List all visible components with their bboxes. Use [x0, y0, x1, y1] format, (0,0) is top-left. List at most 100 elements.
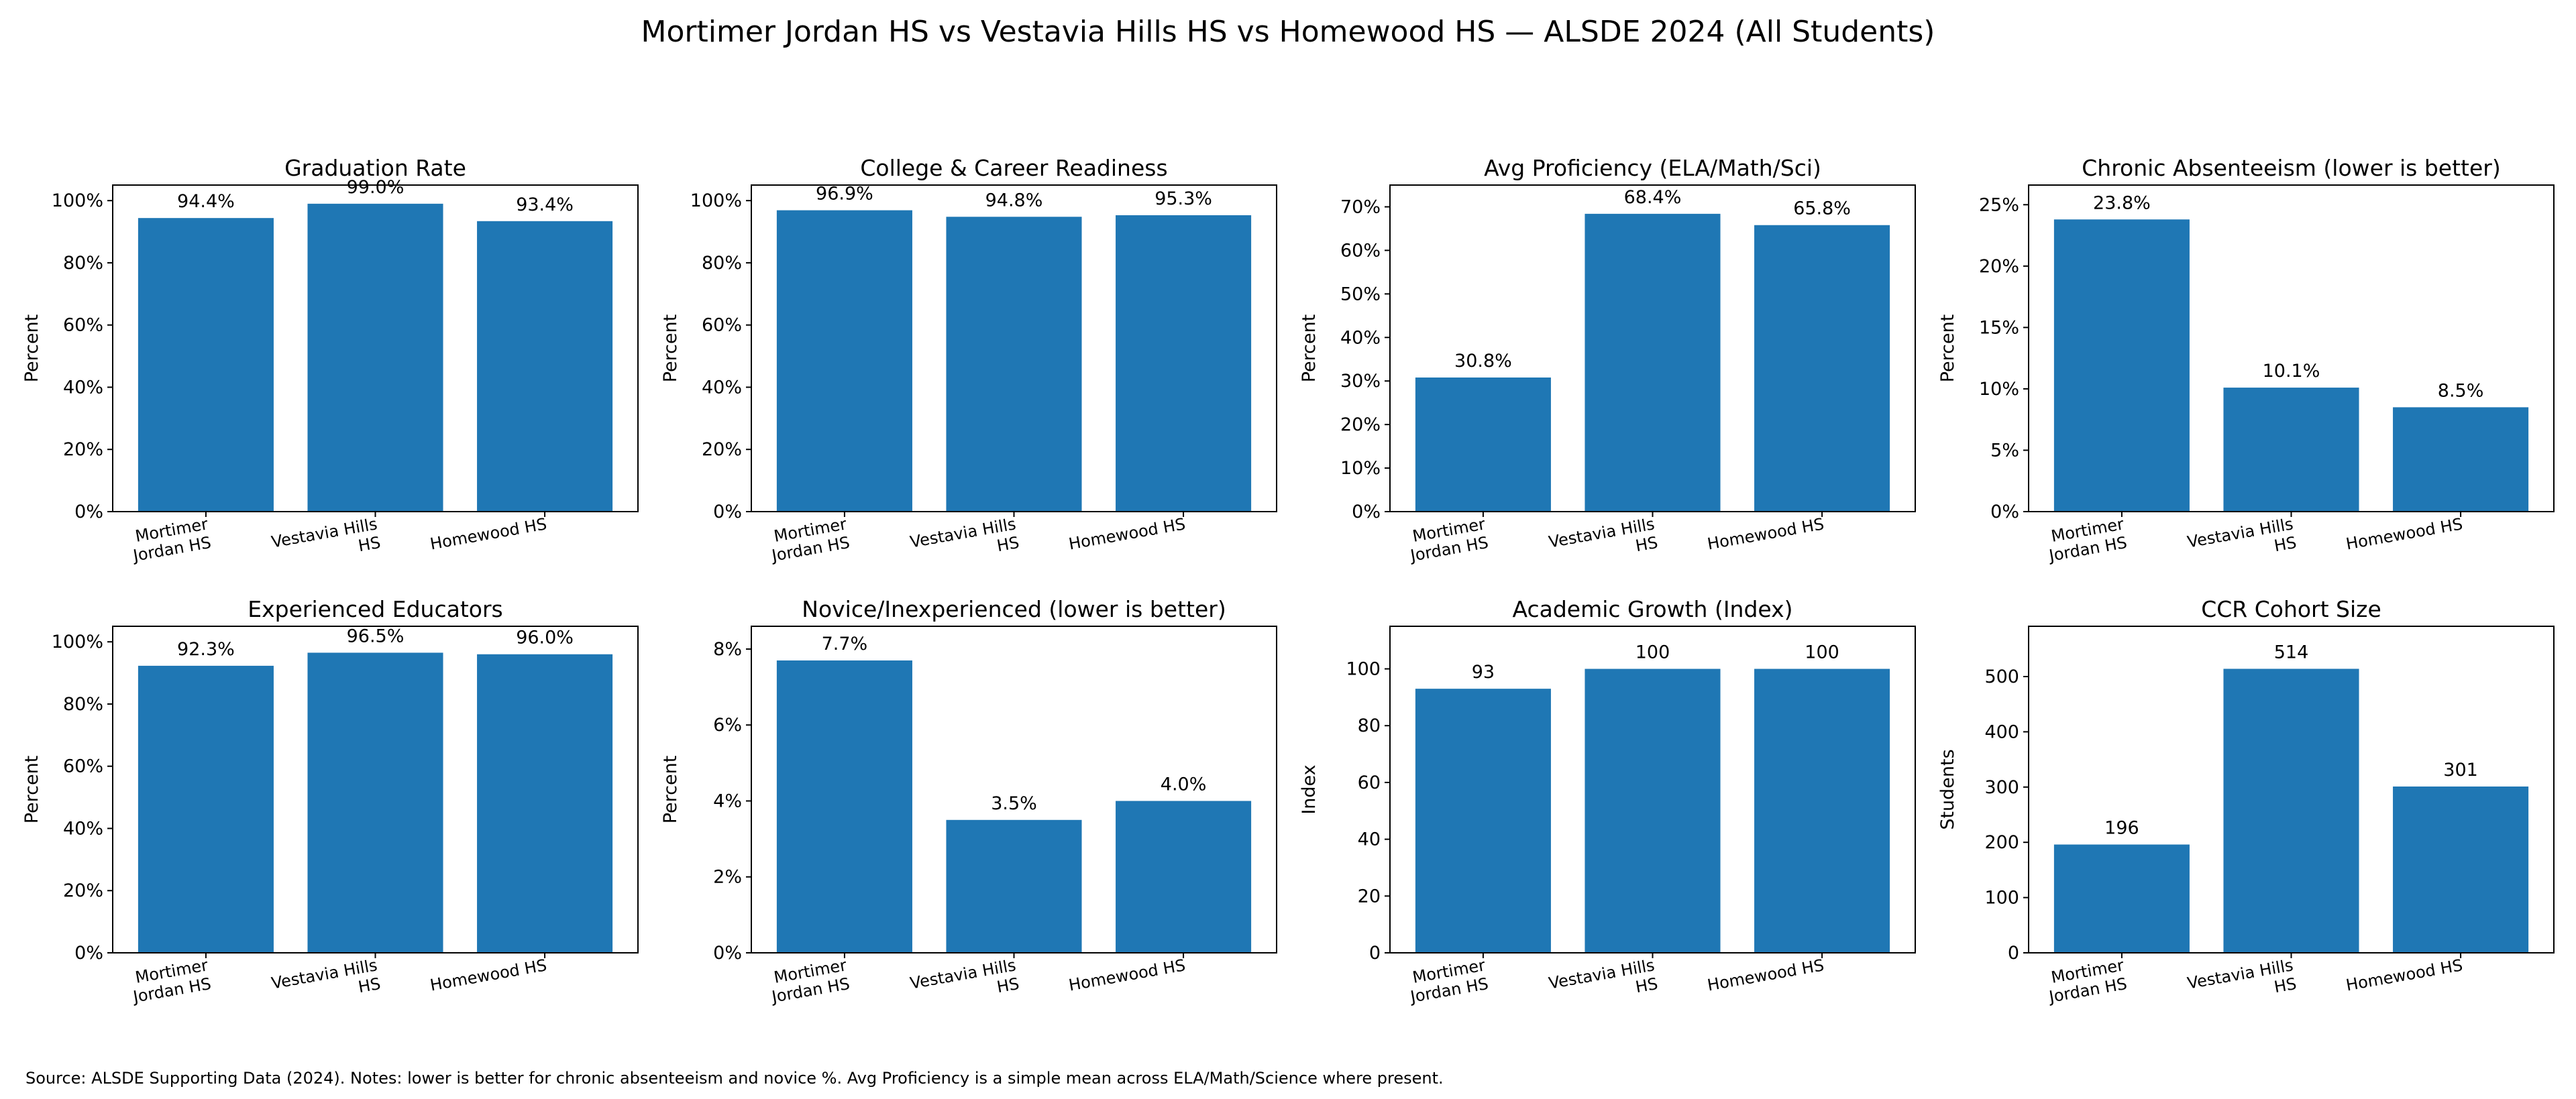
x-tick-label: Homewood HS [429, 514, 548, 553]
x-tick-label: Vestavia HillsHS [2186, 956, 2298, 1011]
y-tick-label: 60% [702, 315, 742, 336]
source-note: Source: ALSDE Supporting Data (2024). No… [25, 1069, 1444, 1088]
chart-title: Graduation Rate [284, 155, 466, 181]
y-axis-label: Index [1299, 764, 1320, 814]
chart-panel-8: CCR Cohort Size 196 MortimerJordan HS 514 Ve… [1937, 596, 2555, 1011]
plot-frame [112, 184, 639, 512]
bar [2223, 388, 2359, 512]
chart-title: Chronic Absenteeism (lower is better) [2082, 155, 2501, 181]
y-tick-label: 40% [1340, 327, 1381, 348]
plot-frame [1389, 626, 1916, 953]
y-tick-label: 0% [1352, 502, 1381, 522]
bar [1415, 689, 1551, 953]
chart-panel-3: Avg Proficiency (ELA/Math/Sci) 30.8% Morti… [1299, 155, 1916, 565]
chart-title: CCR Cohort Size [2201, 596, 2381, 622]
y-tick-label: 10% [1979, 379, 2019, 400]
y-tick-label: 6% [713, 715, 742, 736]
data-label: 99.0% [347, 177, 405, 198]
plot-frame [2028, 626, 2555, 953]
bar [477, 654, 613, 953]
chart-title: Academic Growth (Index) [1512, 596, 1792, 622]
x-tick-label: Vestavia HillsHS [1547, 956, 1659, 1011]
bar [2393, 786, 2529, 953]
data-label: 301 [2443, 760, 2478, 780]
y-tick-label: 20% [63, 439, 103, 460]
x-tick-label: Homewood HS [1706, 514, 1825, 553]
chart-title: College & Career Readiness [860, 155, 1167, 181]
y-axis-label: Percent [1937, 314, 1958, 383]
y-tick-label: 100 [1346, 659, 1381, 680]
x-tick-label: MortimerJordan HS [766, 514, 851, 565]
x-tick-label: MortimerJordan HS [2043, 956, 2129, 1006]
bar [946, 819, 1082, 953]
y-tick-label: 100% [52, 632, 103, 652]
x-tick-label: Homewood HS [2345, 514, 2464, 553]
bar [2053, 219, 2190, 512]
y-tick-label: 40% [702, 377, 742, 398]
bar [1116, 215, 1252, 512]
plot-frame [751, 184, 1277, 512]
data-label: 7.7% [822, 634, 868, 654]
chart-panel-7: Academic Growth (Index) 93 MortimerJordan … [1299, 596, 1916, 1011]
x-tick-label: Homewood HS [1706, 956, 1825, 994]
data-label: 96.9% [816, 184, 873, 205]
x-tick-label: Vestavia HillsHS [908, 956, 1020, 1011]
y-tick-label: 0 [1369, 943, 1381, 964]
y-tick-label: 70% [1340, 196, 1381, 217]
y-tick-label: 0% [1990, 502, 2019, 522]
data-label: 100 [1805, 642, 1839, 663]
plot-frame [1389, 184, 1916, 512]
bar [776, 210, 912, 512]
chart-panel-5: Experienced Educators 92.3% MortimerJordan… [21, 596, 639, 1006]
x-tick-label: MortimerJordan HS [1405, 956, 1490, 1006]
y-tick-label: 300 [1984, 777, 2019, 798]
plot-frame [751, 626, 1277, 953]
y-tick-label: 10% [1340, 458, 1381, 479]
bar [1116, 801, 1252, 953]
bar [1415, 378, 1551, 512]
chart-title: Avg Proficiency (ELA/Math/Sci) [1484, 155, 1821, 181]
chart-panel-6: Novice/Inexperienced (lower is better) 7.… [660, 596, 1277, 1011]
x-tick-label: Homewood HS [429, 956, 548, 994]
y-tick-label: 60% [63, 315, 103, 336]
bar [2053, 844, 2190, 953]
y-axis-label: Percent [21, 314, 42, 383]
data-label: 96.5% [347, 626, 405, 646]
y-tick-label: 80 [1358, 715, 1381, 736]
y-tick-label: 100% [52, 190, 103, 211]
x-tick-label: Vestavia HillsHS [2186, 514, 2298, 570]
data-label: 30.8% [1454, 351, 1512, 371]
bar [946, 217, 1082, 512]
bar [776, 660, 912, 953]
data-label: 95.3% [1155, 188, 1212, 209]
y-tick-label: 20% [1979, 256, 2019, 277]
x-tick-label: MortimerJordan HS [127, 514, 213, 565]
y-tick-label: 400 [1984, 721, 2019, 742]
y-tick-label: 2% [713, 867, 742, 888]
y-tick-label: 500 [1984, 667, 2019, 687]
chart-panel-1: Graduation Rate 94.4% MortimerJordan HS 99.… [21, 155, 639, 565]
plot-frame [2028, 184, 2555, 512]
data-label: 92.3% [177, 639, 235, 660]
y-tick-label: 8% [713, 639, 742, 660]
bar [477, 221, 613, 512]
x-tick-label: MortimerJordan HS [766, 956, 851, 1006]
data-label: 94.8% [985, 190, 1043, 211]
y-tick-label: 0% [713, 943, 742, 964]
data-label: 94.4% [177, 191, 235, 212]
figure-title: Mortimer Jordan HS vs Vestavia Hills HS … [641, 15, 1935, 49]
data-label: 196 [2104, 817, 2139, 838]
data-label: 100 [1635, 642, 1670, 663]
bar [1585, 669, 1721, 953]
y-tick-label: 40% [63, 377, 103, 398]
bar [2393, 407, 2529, 512]
bar [2223, 669, 2359, 953]
y-axis-label: Percent [660, 314, 681, 383]
data-label: 23.8% [2093, 192, 2151, 213]
y-tick-label: 40% [63, 818, 103, 839]
x-tick-label: Homewood HS [2345, 956, 2464, 994]
y-tick-label: 20% [702, 439, 742, 460]
x-tick-label: MortimerJordan HS [1405, 514, 1490, 565]
x-tick-label: MortimerJordan HS [127, 956, 213, 1006]
